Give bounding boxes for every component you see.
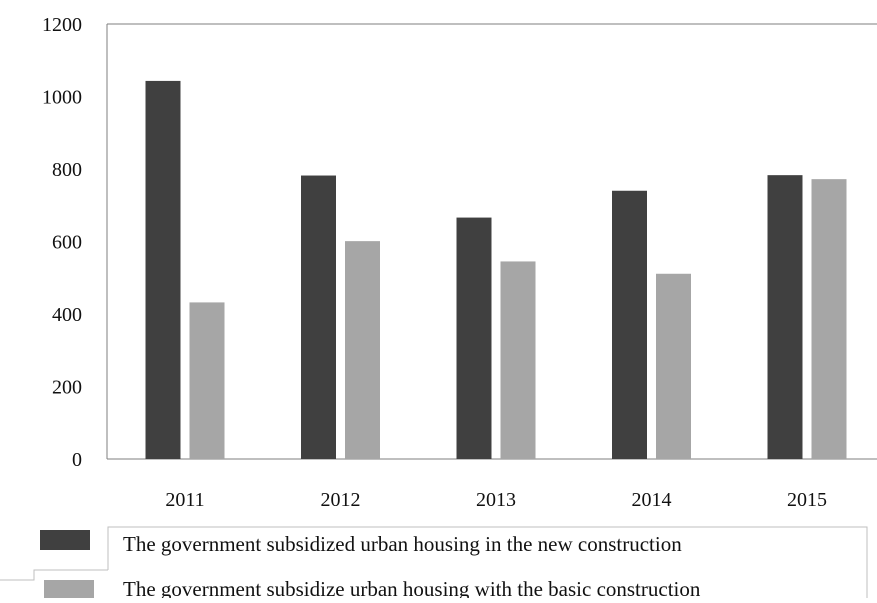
bar-series-2-2012 [345, 241, 380, 459]
x-tick-label: 2011 [165, 489, 204, 511]
bars [145, 80, 847, 459]
x-axis: 2011 2012 2013 2014 2015 [107, 458, 877, 511]
y-tick-label: 0 [72, 449, 82, 471]
y-tick-label: 1200 [42, 14, 82, 36]
x-tick-label: 2015 [787, 489, 827, 511]
legend-border-left [0, 569, 108, 581]
y-tick-label: 400 [52, 304, 82, 326]
legend-border [107, 526, 868, 598]
legend: The government subsidized urban housing … [0, 526, 868, 601]
y-tick-label: 200 [52, 377, 82, 399]
x-tick-label: 2012 [321, 489, 361, 511]
legend-label-1: The government subsidized urban housing … [123, 532, 682, 556]
legend-swatch-2 [44, 580, 94, 598]
y-tick-label: 800 [52, 159, 82, 181]
x-tick-label: 2014 [632, 489, 672, 511]
legend-swatch-1 [40, 530, 90, 550]
bar-series-2-2015 [811, 179, 847, 459]
y-tick-label: 600 [52, 232, 82, 254]
bar-series-1-2012 [301, 175, 336, 459]
bar-series-2-2014 [656, 273, 691, 459]
legend-label-2: The government subsidize urban housing w… [123, 577, 701, 598]
y-tick-label: 1000 [42, 87, 82, 109]
y-axis: 0 200 400 600 800 1000 1200 [42, 14, 877, 471]
bar-series-1-2011 [145, 80, 181, 459]
bar-series-2-2011 [189, 302, 225, 459]
bar-series-1-2013 [456, 217, 492, 459]
x-tick-label: 2013 [476, 489, 516, 511]
bar-series-1-2015 [767, 175, 803, 459]
bar-series-2-2013 [500, 261, 536, 459]
bar-series-1-2014 [612, 190, 647, 459]
